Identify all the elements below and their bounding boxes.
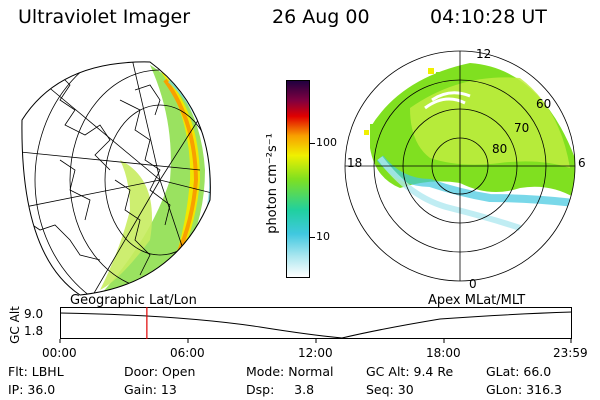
glat-info: GLat: 66.0 — [486, 364, 552, 379]
altitude-tick-9: 9.0 — [24, 307, 44, 321]
altitude-strip — [59, 307, 573, 343]
colorbar-tick — [309, 143, 315, 144]
time-tick-0000: 00:00 — [42, 346, 77, 360]
colorbar-unit-label: photon cm⁻²s⁻¹ — [264, 133, 280, 234]
colorbar-tick-10: 10 — [316, 230, 330, 243]
time-tick-1200: 12:00 — [298, 346, 333, 360]
filter-info: Flt: LBHL — [8, 364, 64, 379]
geographic-map — [21, 61, 211, 296]
colorbar — [286, 80, 310, 278]
colorbar-tick-100: 100 — [316, 136, 337, 149]
mlt-label-0: 0 — [469, 277, 477, 291]
glon-info: GLon: 316.3 — [486, 382, 562, 397]
altitude-y-label: GC Alt — [7, 306, 22, 344]
time-tick-0600: 06:00 — [170, 346, 205, 360]
seq-info: Seq: 30 — [366, 382, 414, 397]
mlat-label-70: 70 — [514, 121, 530, 135]
mlt-label-6: 6 — [578, 156, 586, 170]
mode-info: Mode: Normal — [246, 364, 334, 379]
colorbar-tick — [309, 237, 315, 238]
time-label: 04:10:28 UT — [430, 6, 547, 28]
altitude-curve — [59, 311, 573, 339]
polar-panel-label: Apex MLat/MLT — [428, 293, 526, 308]
instrument-title: Ultraviolet Imager — [18, 6, 191, 28]
geo-panel-label: Geographic Lat/Lon — [70, 293, 197, 308]
polar-plot — [344, 50, 576, 282]
door-info: Door: Open — [124, 364, 196, 379]
mlt-label-18: 18 — [347, 156, 363, 170]
mlat-label-80: 80 — [492, 142, 508, 156]
time-tick-1800: 18:00 — [426, 346, 461, 360]
mlt-label-12: 12 — [476, 47, 492, 61]
time-tick-2359: 23:59 — [553, 346, 588, 360]
gc-alt-info: GC Alt: 9.4 Re — [366, 364, 454, 379]
mlat-label-60: 60 — [536, 97, 552, 111]
altitude-tick-1.8: 1.8 — [24, 324, 44, 338]
ip-info: IP: 36.0 — [8, 382, 56, 397]
gain-info: Gain: 13 — [124, 382, 177, 397]
date-label: 26 Aug 00 — [272, 6, 370, 28]
dsp-info: Dsp: 3.8 — [246, 382, 315, 397]
